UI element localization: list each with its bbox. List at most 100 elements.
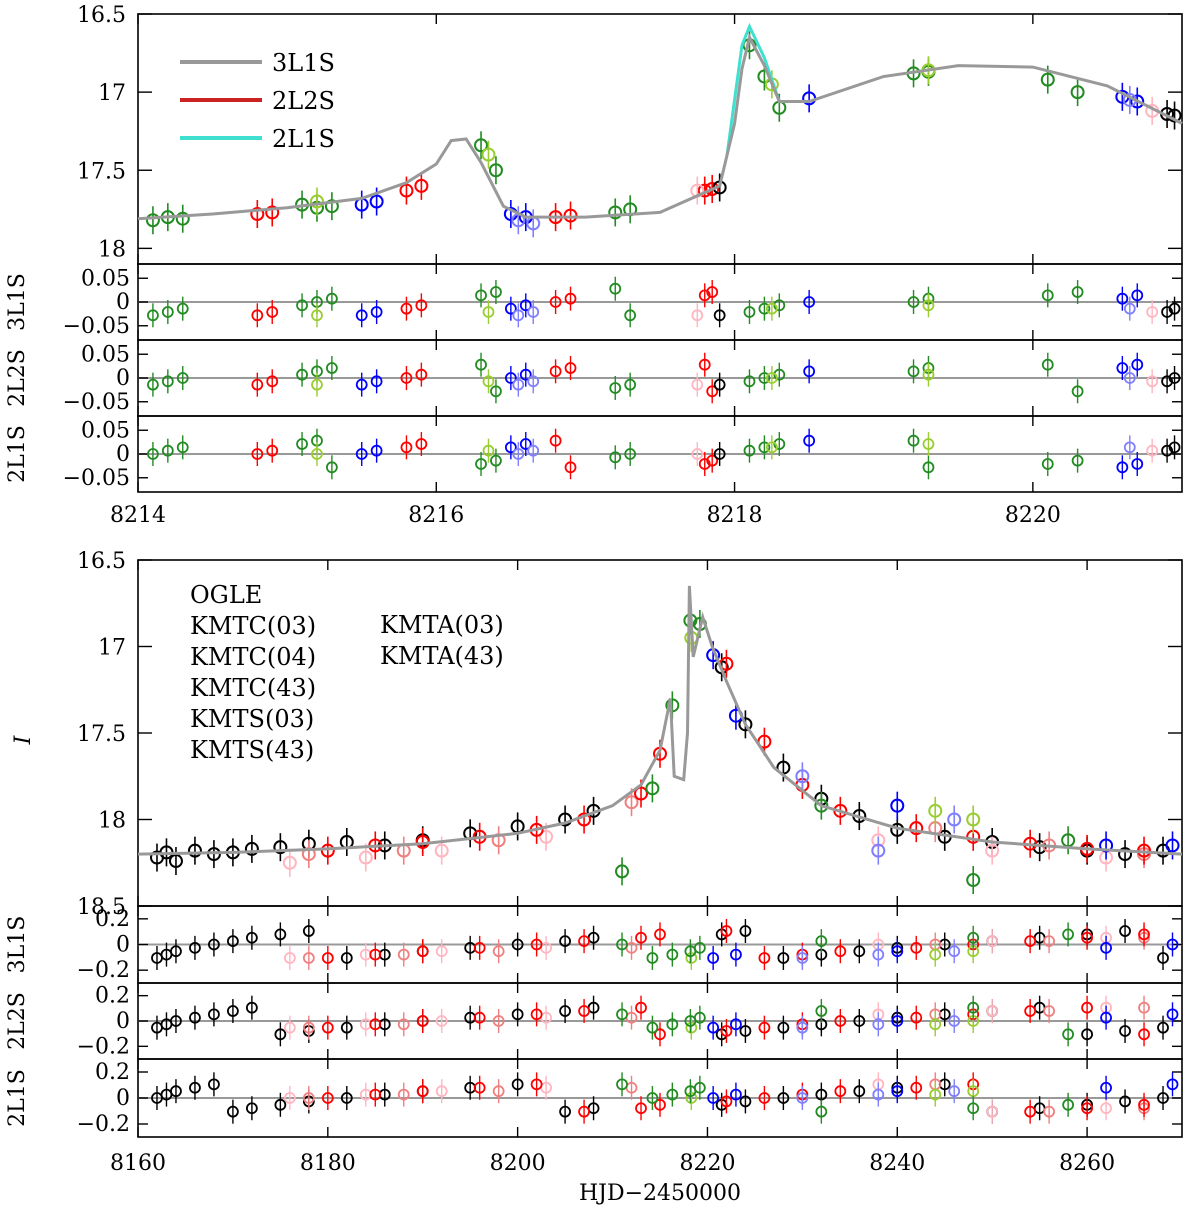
zoom-y-ticks: 16.5 17 17.5 18	[77, 3, 1182, 492]
residual-point	[922, 461, 935, 474]
residual-point	[803, 296, 816, 308]
residual-point	[777, 952, 790, 964]
residual-point	[189, 941, 201, 954]
residual-point	[147, 378, 159, 391]
residual-point	[435, 1085, 448, 1098]
legend-label: 2L1S	[272, 125, 335, 153]
residual-point	[739, 1025, 752, 1037]
residual-y-tick-label: 0.2	[95, 984, 130, 1009]
legend-entry: KMTC(04)	[190, 643, 316, 671]
residual-point	[519, 438, 532, 450]
residual-point	[527, 306, 540, 318]
residual-point	[512, 309, 525, 322]
residual-point	[891, 1015, 904, 1027]
residual-point	[706, 454, 719, 467]
residual-point	[370, 306, 383, 318]
residual-y-tick-label: 0	[116, 366, 130, 391]
data-point	[488, 163, 503, 178]
residual-point	[473, 941, 486, 954]
residual-point	[713, 448, 726, 460]
residual-y-tick-label: 0	[116, 933, 130, 958]
residual-point	[397, 1088, 410, 1101]
residual-y-tick-label: −0.05	[63, 314, 130, 339]
residual-point	[773, 368, 786, 381]
residual-point	[922, 438, 935, 450]
residual-point	[296, 438, 308, 450]
residual-point	[624, 378, 637, 391]
residual-point	[765, 372, 778, 384]
residual-point	[1116, 292, 1129, 305]
residual-point	[730, 1018, 742, 1031]
residual-y-tick-label: 0.2	[95, 907, 130, 932]
model-curve-3l1s	[137, 585, 1183, 856]
residual-point	[743, 375, 756, 388]
residual-point	[910, 1011, 923, 1024]
legend-entry: KMTS(43)	[190, 736, 314, 764]
x-tick-label: 8240	[869, 1151, 925, 1176]
residual-point	[1161, 444, 1173, 457]
residual-point	[815, 935, 828, 948]
residual-point	[693, 941, 706, 954]
x-tick-label: 8220	[679, 1151, 735, 1176]
residual-point	[578, 1105, 590, 1118]
residual-point	[527, 444, 540, 457]
y-tick-label: 17.5	[77, 159, 126, 184]
residual-point	[549, 365, 562, 378]
data-point	[1130, 94, 1145, 109]
data-point	[250, 207, 265, 221]
residual-point	[685, 1021, 698, 1034]
data-point	[624, 795, 639, 810]
residual-point	[929, 1088, 942, 1101]
residual-point	[189, 1011, 201, 1024]
residual-point	[803, 434, 816, 447]
residual-point	[1168, 302, 1181, 315]
residual-point	[1146, 444, 1159, 457]
residual-point	[1131, 358, 1144, 371]
residual-point	[416, 945, 429, 958]
residual-point	[1043, 935, 1056, 948]
residual-point	[707, 1092, 720, 1104]
residual-point	[698, 458, 711, 470]
y-tick-label: 18	[98, 237, 126, 262]
x-tick-label: 8160	[110, 1151, 166, 1176]
residual-point	[706, 286, 719, 298]
residual-point	[773, 438, 786, 450]
residual-point	[1131, 458, 1144, 470]
residual-point	[482, 444, 495, 457]
zoom-x-tick-labels: 8214 8216 8218 8220	[110, 503, 1061, 528]
residual-point	[693, 1081, 706, 1094]
residual-point	[1138, 928, 1150, 941]
residual-point	[730, 1088, 742, 1101]
data-point	[645, 781, 660, 796]
zoom-model-legend: 3L1S 2L2S 2L1S	[180, 49, 335, 153]
residual-point	[321, 1092, 334, 1104]
residual-point	[1138, 1028, 1150, 1041]
residual-point	[564, 461, 577, 474]
residual-point	[370, 444, 383, 457]
residual-point	[891, 945, 904, 958]
data-point	[282, 855, 297, 870]
residual-point	[475, 458, 487, 470]
zoom-light-curve-panel: 16.5 17 17.5 18 3L1S 2L2S 2L1S	[77, 3, 1183, 492]
x-tick-label: 8220	[1005, 503, 1061, 528]
residual-point	[527, 375, 540, 388]
residual-point	[147, 448, 159, 460]
residual-point	[325, 292, 338, 305]
data-point	[320, 843, 335, 858]
residual-point	[922, 299, 935, 312]
residual-point	[251, 309, 264, 322]
residual-point	[482, 375, 495, 388]
residual-model-label: 2L2S	[5, 992, 30, 1050]
residual-point	[1024, 1105, 1037, 1118]
residual-point	[1119, 1095, 1131, 1108]
residual-point	[853, 945, 866, 958]
residual-point	[1100, 1081, 1112, 1094]
residual-point	[302, 1092, 315, 1104]
residual-point	[948, 1085, 961, 1098]
residual-y-tick-label: −0.05	[63, 390, 130, 415]
residual-point	[777, 1092, 790, 1104]
residual-point	[564, 292, 577, 305]
residual-point	[1119, 1025, 1131, 1037]
legend-entry: KMTS(03)	[190, 705, 314, 733]
residual-point	[616, 938, 628, 951]
